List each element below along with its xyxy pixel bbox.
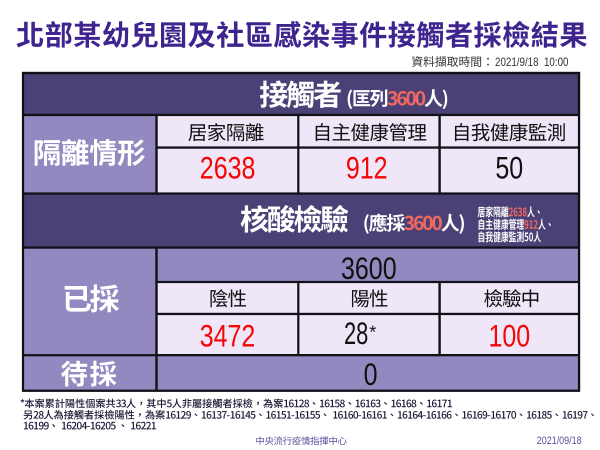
- svg-text:0: 0: [364, 356, 378, 392]
- svg-text:2638: 2638: [200, 150, 256, 186]
- svg-text:50: 50: [495, 150, 523, 186]
- svg-text:3600: 3600: [341, 250, 397, 286]
- svg-text:*: *: [369, 323, 376, 343]
- svg-text:28: 28: [344, 315, 368, 351]
- svg-text:2021/09/18: 2021/09/18: [537, 435, 582, 447]
- svg-text:100: 100: [488, 318, 530, 354]
- svg-text:912: 912: [346, 150, 388, 186]
- svg-text:3472: 3472: [200, 318, 256, 354]
- svg-text:2021/9/18 10:00: 2021/9/18 10:00: [495, 55, 569, 69]
